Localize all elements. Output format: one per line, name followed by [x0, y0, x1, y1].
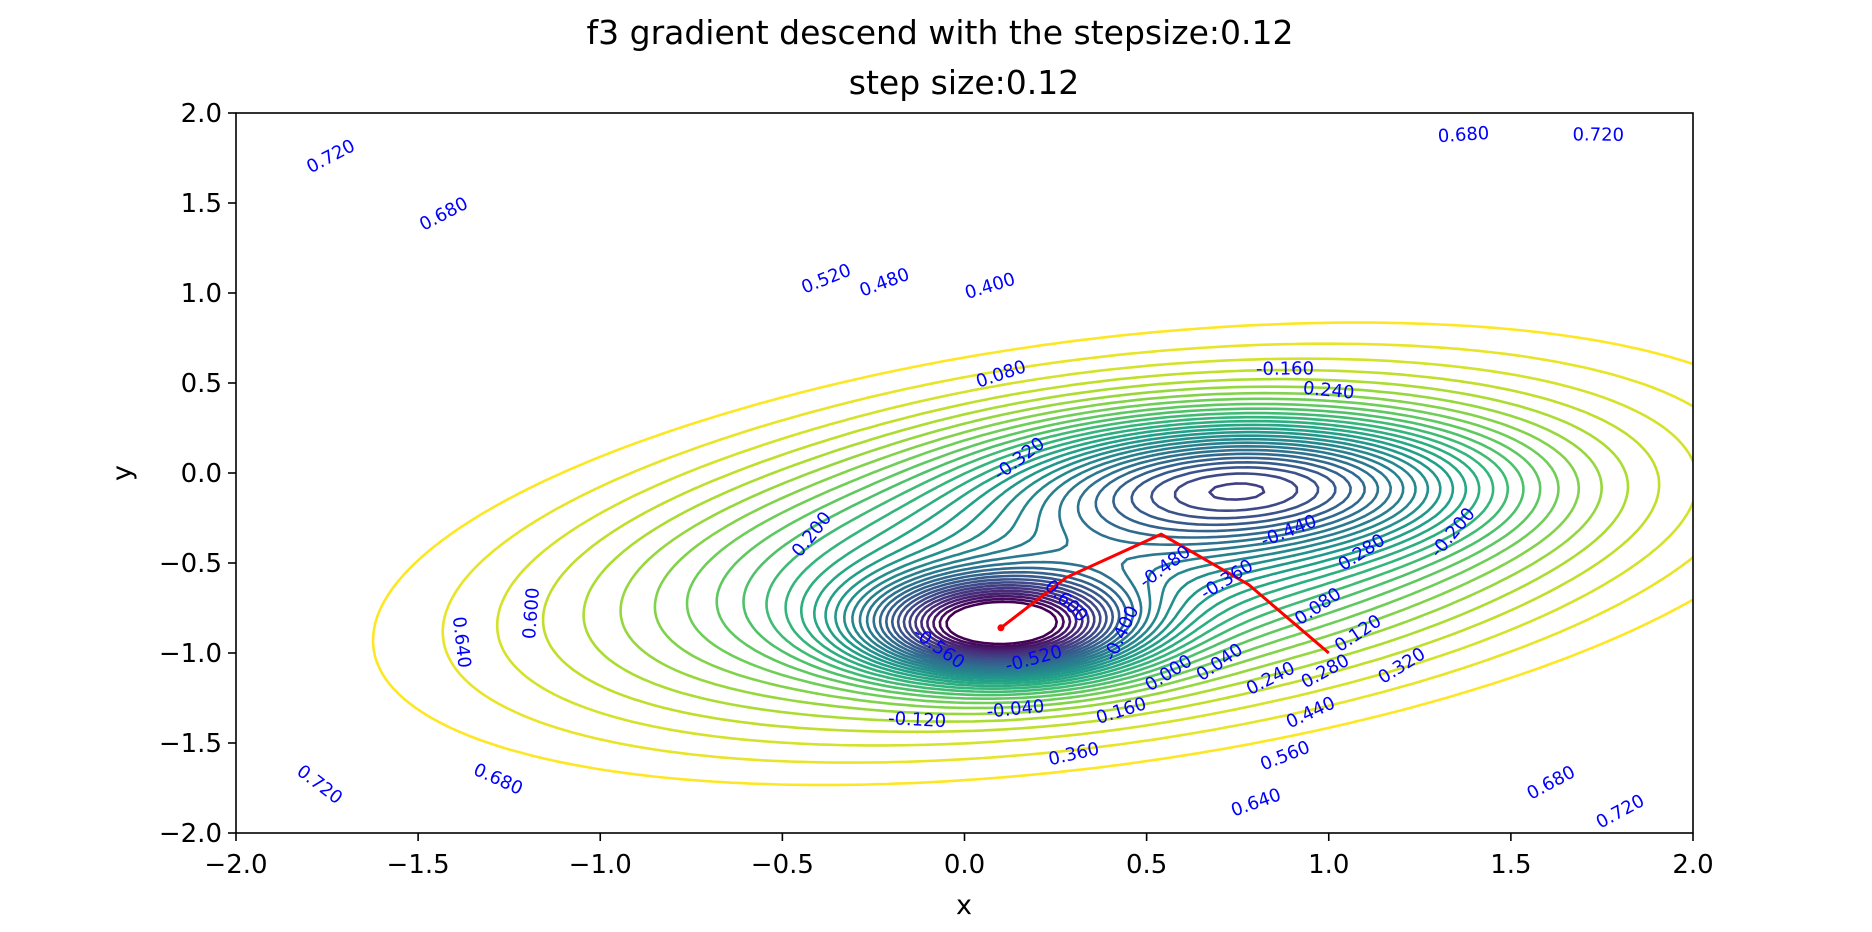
y-tick-label: −0.5 — [159, 549, 222, 579]
x-tick-label: 0.5 — [1126, 850, 1167, 880]
x-axis-ticks: −2.0 −1.5 −1.0 −0.5 0.0 0.5 1.0 1.5 2.0 — [204, 833, 1714, 880]
contour-line — [865, 445, 1392, 672]
contour-label: 0.240 — [1302, 378, 1355, 404]
contour-line — [541, 368, 1661, 734]
contour-line — [858, 441, 1405, 674]
contour-line — [896, 466, 1320, 662]
contour-label: 0.600 — [519, 587, 544, 640]
contour-line — [685, 397, 1560, 705]
contour-label: -0.120 — [888, 708, 947, 732]
contour-line — [926, 592, 1078, 653]
contour-line — [872, 448, 1380, 670]
x-tick-label: −0.5 — [751, 850, 814, 880]
contour-line — [908, 482, 1266, 658]
x-tick-label: 1.5 — [1490, 850, 1531, 880]
x-axis-label: x — [956, 890, 972, 921]
y-tick-label: 0.0 — [181, 459, 222, 489]
contour-label: -0.160 — [1256, 358, 1314, 379]
x-tick-label: −1.0 — [569, 850, 632, 880]
contour-line — [582, 377, 1630, 723]
x-tick-label: 0.0 — [944, 850, 985, 880]
contour-line — [784, 415, 1495, 690]
descent-endpoint — [997, 624, 1005, 632]
figure-suptitle: f3 gradient descend with the stepsize:0.… — [587, 13, 1294, 52]
contour-label: 0.680 — [1437, 123, 1490, 147]
contour-line — [824, 427, 1455, 683]
contour-line — [715, 402, 1542, 700]
y-tick-label: −2.0 — [159, 819, 222, 849]
contour-line — [878, 452, 1366, 668]
contour-line — [619, 385, 1603, 716]
contour-line — [441, 342, 1693, 764]
contour-line — [371, 321, 1693, 787]
contour-lines — [371, 321, 1693, 787]
contour-line — [920, 589, 1084, 655]
contour-line — [885, 456, 1352, 666]
x-tick-label: −1.5 — [387, 850, 450, 880]
contour-line — [834, 430, 1442, 680]
y-axis-ticks: −2.0 −1.5 −1.0 −0.5 0.0 0.5 1.0 1.5 2.0 — [159, 99, 236, 849]
contour-line — [843, 434, 1430, 678]
contour-line — [945, 600, 1058, 646]
contour-line — [653, 391, 1581, 710]
y-tick-label: −1.0 — [159, 639, 222, 669]
contour-line — [765, 411, 1510, 694]
y-tick-label: 1.5 — [181, 189, 222, 219]
x-tick-label: 1.0 — [1308, 850, 1349, 880]
x-tick-label: 2.0 — [1672, 850, 1713, 880]
contour-label: 0.720 — [1572, 124, 1624, 146]
contour-line — [932, 594, 1072, 650]
y-tick-label: 1.0 — [181, 279, 222, 309]
contour-line — [914, 586, 1090, 657]
contour-line — [800, 419, 1481, 688]
axes-title: step size:0.12 — [849, 63, 1079, 102]
contour-line — [813, 423, 1468, 685]
contour-line — [938, 597, 1065, 648]
descent-path-layer — [997, 532, 1330, 655]
contour-line — [495, 357, 1693, 747]
y-tick-label: 0.5 — [181, 369, 222, 399]
y-tick-label: −1.5 — [159, 729, 222, 759]
contour-line — [902, 472, 1299, 660]
y-axis-label: y — [107, 465, 138, 481]
contour-line — [851, 437, 1417, 676]
x-tick-label: −2.0 — [204, 850, 267, 880]
y-tick-label: 2.0 — [181, 99, 222, 129]
descent-path — [999, 532, 1330, 655]
contour-line — [742, 407, 1525, 697]
contour-line — [890, 461, 1337, 664]
